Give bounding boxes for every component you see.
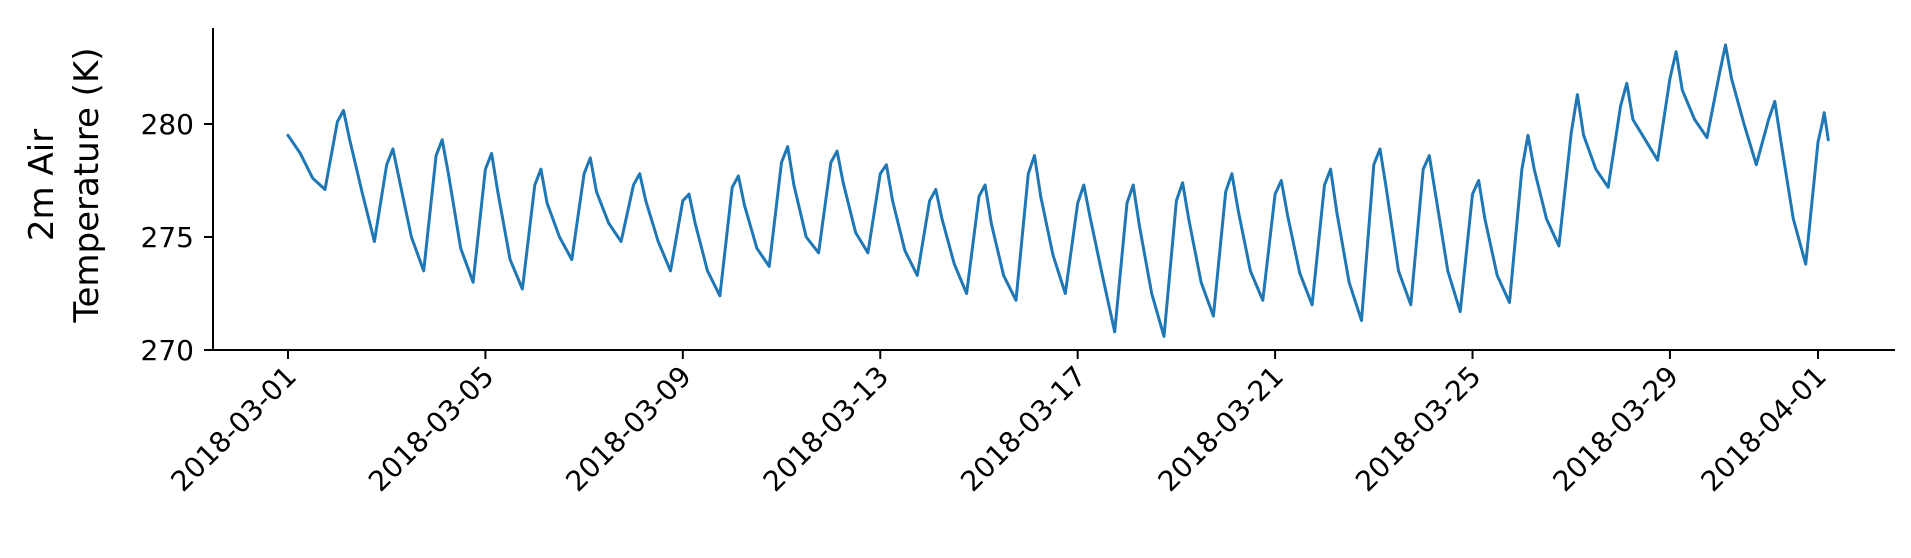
x-tick-label: 2018-03-01	[165, 360, 303, 498]
y-tick-label: 270	[141, 334, 194, 367]
x-ticks: 2018-03-01 2018-03-05 2018-03-09 2018-03-13…	[165, 350, 1833, 498]
x-tick-label: 2018-03-25	[1349, 360, 1487, 498]
x-tick-label: 2018-03-05	[362, 360, 500, 498]
series-group	[286, 43, 1830, 338]
y-tick-label: 275	[141, 221, 194, 254]
x-tick-label: 2018-03-09	[559, 360, 697, 498]
y-tick-label: 280	[141, 108, 194, 141]
series-line	[286, 43, 1830, 338]
x-tick-label: 2018-03-13	[757, 360, 895, 498]
y-ticks: 270 275 280	[141, 108, 213, 367]
x-tick-label: 2018-03-29	[1546, 360, 1684, 498]
x-tick-label: 2018-03-21	[1152, 360, 1290, 498]
y-axis-title-line-2: Temperature (K)	[67, 47, 107, 323]
x-tick-label: 2018-04-01	[1695, 360, 1833, 498]
x-tick-label: 2018-03-17	[954, 360, 1092, 498]
y-axis-title-line-1: 2m Air	[22, 129, 62, 241]
